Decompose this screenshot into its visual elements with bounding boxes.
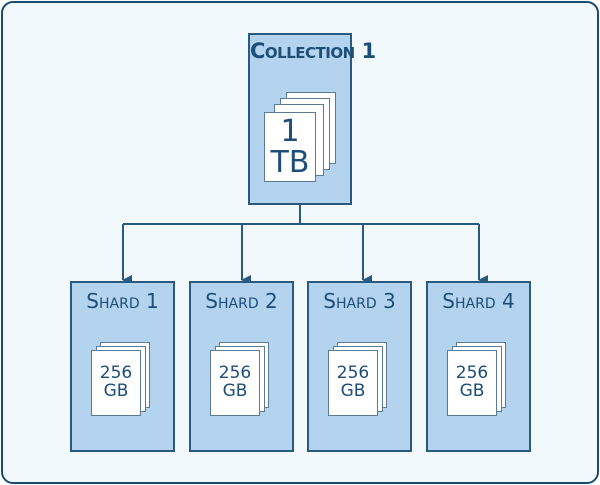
shard-title: Shard 1	[86, 289, 159, 313]
shard-box-1: Shard 1 256 GB	[70, 281, 175, 452]
shard-size-value: 256	[99, 363, 133, 384]
shard-size-unit: GB	[340, 381, 366, 401]
shard-title: Shard 3	[323, 289, 396, 313]
shard-box-3: Shard 3 256 GB	[307, 281, 412, 452]
collection-size-value: 1	[280, 113, 300, 149]
collection-title: Collection 1	[250, 39, 376, 63]
shard-size-value: 256	[218, 363, 252, 384]
shard-title: Shard 2	[205, 289, 278, 313]
document-stack-front: 256 GB	[447, 350, 497, 416]
shard-size-value: 256	[336, 363, 370, 384]
collection-size-unit: TB	[270, 145, 310, 180]
document-stack-front: 1 TB	[264, 112, 316, 182]
document-stack-front: 256 GB	[210, 350, 260, 416]
shard-size-unit: GB	[103, 381, 129, 401]
shard-size-value: 256	[455, 363, 489, 384]
shard-size-unit: GB	[222, 381, 248, 401]
collection-box: Collection 1 1 TB	[248, 33, 376, 205]
shard-size-unit: GB	[459, 381, 485, 401]
shard-title: Shard 4	[442, 289, 515, 313]
document-stack-front: 256 GB	[328, 350, 378, 416]
shard-box-4: Shard 4 256 GB	[426, 281, 531, 452]
shard-box-2: Shard 2 256 GB	[189, 281, 294, 452]
document-stack-front: 256 GB	[91, 350, 141, 416]
